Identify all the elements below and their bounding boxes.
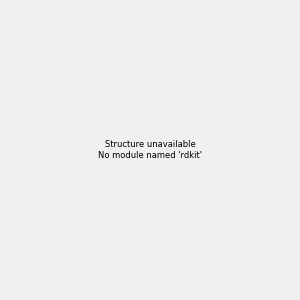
Text: Structure unavailable
No module named 'rdkit': Structure unavailable No module named 'r… [98,140,202,160]
